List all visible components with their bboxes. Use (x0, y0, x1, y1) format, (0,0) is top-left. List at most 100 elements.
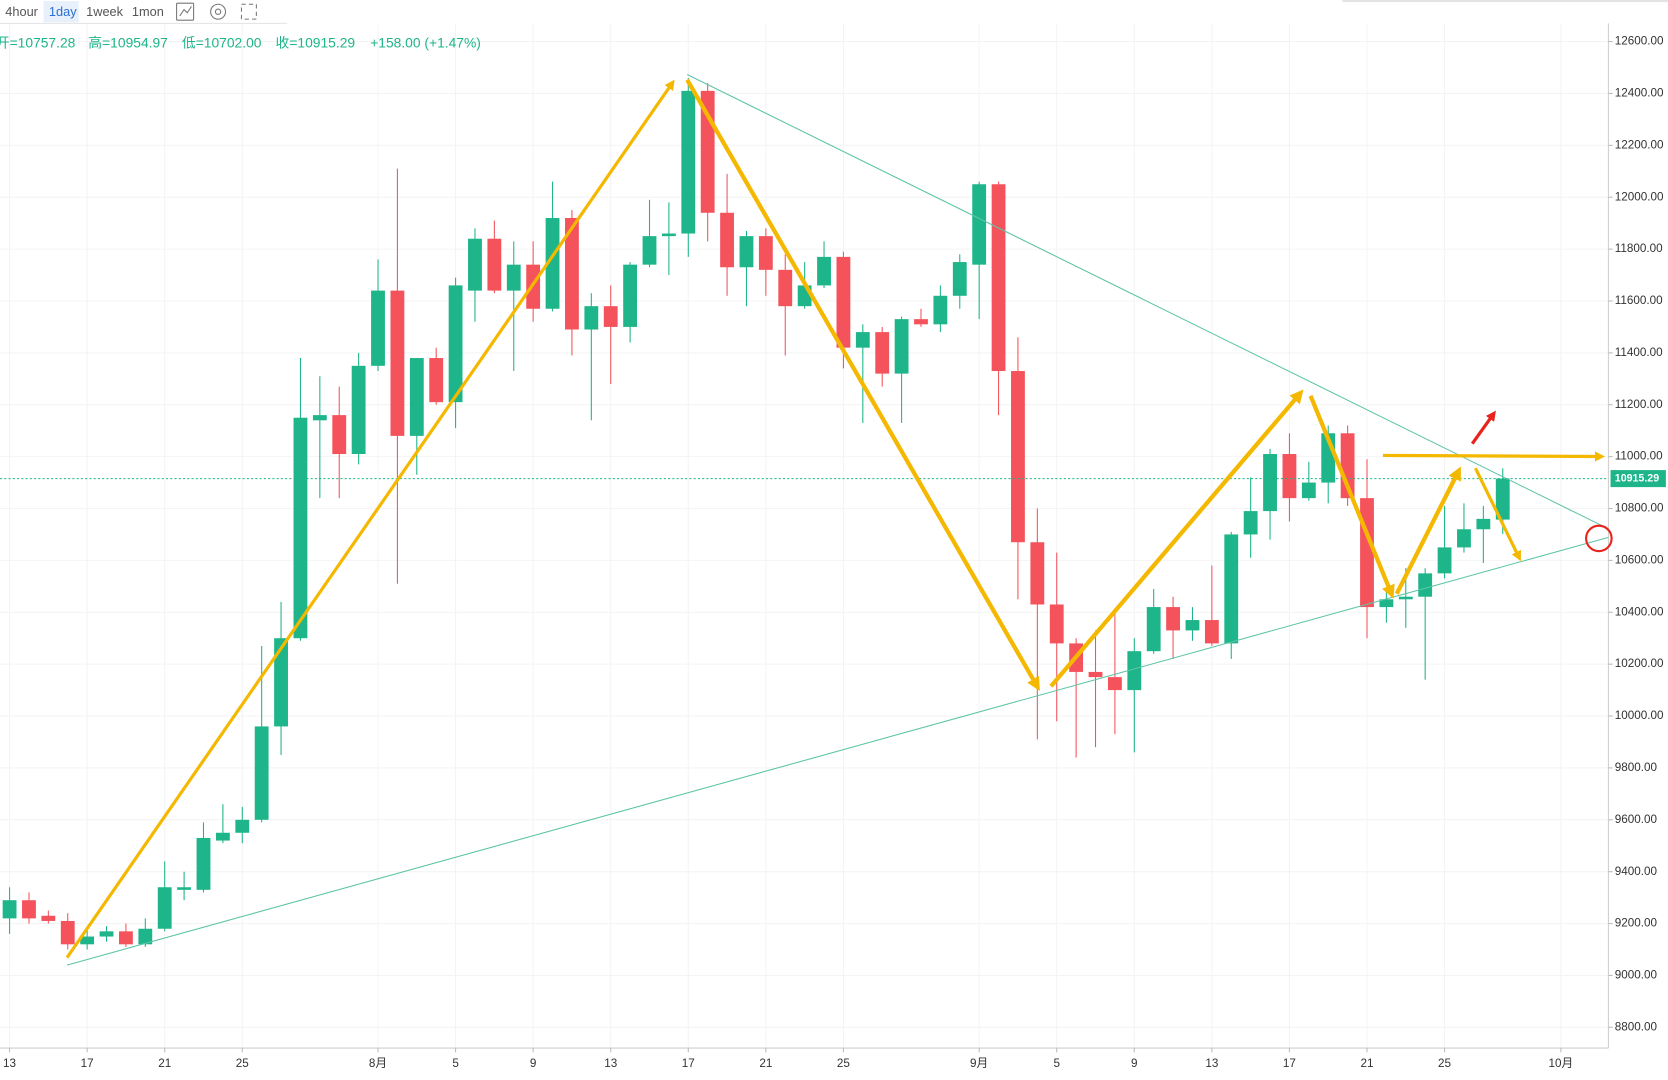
y-tick-label: 9000.00 (1615, 969, 1658, 982)
arrow (685, 78, 1040, 692)
x-tick-label: 9月 (970, 1057, 988, 1070)
candle-body (817, 256, 831, 286)
x-tick-label: 13 (3, 1057, 16, 1070)
arrow (65, 79, 675, 959)
candle-body (642, 236, 657, 265)
x-tick-label: 13 (1205, 1057, 1218, 1070)
ohlc-change: +158.00 (+1.47%) (370, 34, 481, 50)
candle-body (487, 238, 502, 291)
y-tick-label: 11200.00 (1615, 398, 1663, 411)
last-price-label: 10915.29 (1615, 472, 1659, 484)
candle-body (254, 726, 269, 820)
y-tick-label: 9400.00 (1615, 865, 1658, 878)
y-tick-label: 12400.00 (1615, 87, 1664, 100)
y-tick-label: 9200.00 (1615, 917, 1658, 930)
y-tick-label: 12600.00 (1615, 35, 1664, 48)
toolbar-button[interactable]: 4hour (5, 4, 38, 19)
trendline (686, 74, 1609, 530)
candle-body (933, 295, 948, 325)
y-tick-label: 11800.00 (1615, 242, 1663, 255)
candle-body (1243, 511, 1258, 535)
ohlc-open: 开=10757.28 (0, 34, 76, 50)
popup-edge (1342, 0, 1668, 3)
candle-body (99, 931, 114, 937)
candle-body (1282, 454, 1297, 499)
x-tick-label: 9 (530, 1057, 537, 1070)
toolbar-button[interactable]: 1day (49, 4, 77, 19)
settings-icon-glyph (214, 8, 222, 15)
y-tick-label: 9600.00 (1615, 813, 1658, 826)
y-tick-label: 11000.00 (1615, 450, 1663, 463)
candle-body (952, 262, 967, 296)
candle-body (972, 184, 987, 265)
candle-body (332, 415, 347, 455)
candle-body (22, 900, 36, 919)
candle-body (565, 217, 579, 330)
ohlc-low: 低=10702.00 (182, 34, 262, 50)
candle-body (1166, 607, 1180, 631)
y-tick-label: 9800.00 (1615, 761, 1658, 774)
toolbar-button[interactable]: 1week (86, 4, 123, 19)
x-tick-label: 17 (81, 1057, 94, 1070)
arrow (1470, 410, 1496, 445)
candle-body (409, 358, 424, 436)
candle-body (390, 290, 405, 436)
candle-body (1224, 534, 1239, 644)
candle-body (894, 319, 909, 374)
arrow (1394, 466, 1461, 595)
candle-body (1146, 607, 1161, 652)
fullscreen-icon[interactable] (240, 3, 257, 20)
candle-body (778, 269, 793, 307)
candle-body (1011, 371, 1025, 543)
candle-body (80, 936, 95, 945)
candle-body (1127, 651, 1142, 691)
candle-body (584, 306, 599, 330)
toolbar-button[interactable]: 1mon (132, 4, 164, 19)
x-tick-label: 25 (1438, 1057, 1451, 1070)
toolbar-bg (0, 0, 1668, 24)
candle-body (138, 928, 153, 945)
x-tick-label: 21 (158, 1057, 171, 1070)
last-price-tag (1610, 470, 1666, 488)
y-tick-label: 11600.00 (1615, 294, 1663, 307)
candle-body (1049, 604, 1064, 644)
x-tick-label: 5 (452, 1057, 459, 1070)
candle-body (371, 290, 385, 366)
x-tick-label: 17 (682, 1057, 695, 1070)
indicator-icon-glyph (179, 6, 192, 17)
candle-body (661, 233, 676, 237)
drawings (65, 74, 1613, 966)
x-tick-label: 10月 (1549, 1057, 1574, 1070)
trendline (66, 536, 1609, 966)
candle-body (177, 887, 192, 890)
candle-body (681, 90, 696, 234)
candle-body (1379, 599, 1394, 608)
candle-body (855, 332, 870, 348)
candle-body (836, 256, 851, 348)
settings-icon[interactable] (210, 3, 227, 20)
candle-body (720, 212, 734, 268)
y-tick-label: 10800.00 (1615, 502, 1664, 515)
x-tick-label: 21 (759, 1057, 772, 1070)
y-tick-label: 11400.00 (1615, 346, 1663, 359)
candle-body (1030, 542, 1045, 605)
candle-body (1418, 573, 1433, 597)
x-tick-label: 9 (1131, 1057, 1138, 1070)
candle-body (875, 332, 890, 374)
candle-body (991, 184, 1006, 372)
candle-body (1263, 454, 1277, 512)
ohlc-high: 高=10954.97 (88, 34, 168, 50)
candle-body (914, 319, 928, 325)
x-tick-label: 17 (1283, 1057, 1296, 1070)
y-tick-label: 12200.00 (1615, 138, 1664, 151)
candle-body (545, 217, 560, 309)
y-tick-label: 10000.00 (1615, 709, 1664, 722)
candle-body (1204, 620, 1219, 644)
candle-body (312, 415, 327, 421)
x-tick-label: 8月 (369, 1057, 387, 1070)
candle-body (351, 365, 366, 455)
candle-body (429, 358, 444, 403)
indicator-icon[interactable] (176, 2, 195, 21)
candle-body (758, 236, 773, 270)
